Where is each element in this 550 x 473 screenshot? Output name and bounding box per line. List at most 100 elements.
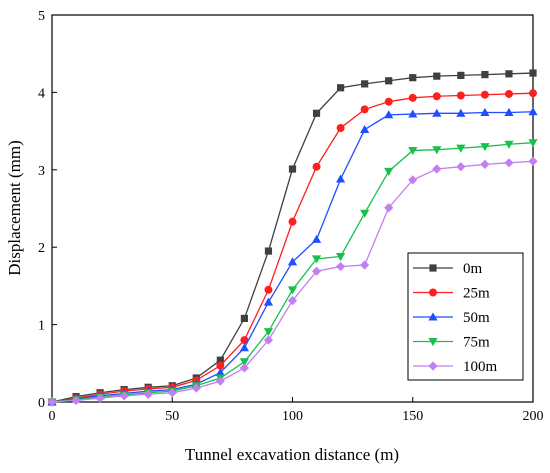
legend-marker: [428, 338, 438, 347]
data-point: [432, 164, 442, 174]
legend: 0m 25m 50m 75m 100m: [407, 252, 524, 381]
data-point: [311, 234, 322, 243]
data-point: [191, 383, 201, 393]
data-point: [432, 146, 442, 155]
legend-marker: [428, 361, 438, 371]
legend-marker: [429, 288, 437, 297]
data-point: [529, 89, 537, 98]
legend-item: 100m: [413, 359, 498, 375]
data-point: [264, 247, 273, 255]
x-tick-label: 150: [402, 409, 423, 424]
data-point: [240, 314, 248, 323]
data-point: [167, 388, 177, 398]
legend-label: 75m: [463, 335, 490, 351]
data-point: [287, 296, 298, 306]
data-point: [528, 156, 538, 166]
data-point: [263, 297, 274, 306]
data-point: [239, 358, 249, 367]
data-point: [384, 167, 394, 176]
data-point: [312, 162, 321, 171]
data-point: [408, 109, 418, 118]
data-point: [408, 147, 418, 156]
data-point: [408, 93, 417, 102]
data-point: [336, 124, 345, 133]
data-point: [456, 162, 466, 172]
legend-marker: [428, 312, 438, 321]
y-tick-label: 4: [38, 86, 45, 101]
data-point: [264, 285, 273, 294]
data-point: [504, 107, 514, 116]
data-point: [480, 159, 490, 169]
data-point: [457, 71, 465, 79]
data-point: [336, 174, 346, 183]
legend-item: 25m: [413, 286, 490, 302]
data-point: [216, 361, 225, 370]
data-point: [287, 257, 298, 266]
data-point: [433, 72, 441, 80]
data-point: [480, 143, 490, 152]
legend-label: 25m: [463, 286, 490, 302]
data-point: [528, 107, 538, 116]
data-point: [409, 74, 417, 82]
data-point: [384, 203, 394, 213]
data-point: [311, 266, 322, 276]
legend-label: 0m: [463, 261, 483, 277]
data-point: [432, 108, 442, 117]
y-tick-label: 5: [38, 9, 45, 24]
x-tick-label: 50: [165, 409, 179, 424]
data-point: [263, 328, 274, 337]
data-point: [47, 397, 57, 407]
data-point: [288, 165, 297, 173]
data-point: [215, 376, 225, 386]
data-point: [384, 110, 394, 119]
data-point: [336, 253, 346, 262]
legend-item: 75m: [413, 335, 490, 351]
data-point: [216, 356, 224, 364]
data-point: [432, 92, 441, 101]
data-point: [480, 107, 490, 116]
data-point: [528, 139, 538, 148]
legend-marker: [429, 264, 437, 272]
data-point: [384, 97, 393, 106]
y-tick-label: 1: [38, 319, 45, 334]
x-tick-label: 100: [282, 409, 303, 424]
data-point: [408, 175, 418, 185]
data-point: [504, 140, 514, 149]
series-100m: [47, 156, 538, 407]
data-point: [529, 69, 537, 77]
legend-item: 0m: [413, 261, 483, 277]
data-point: [143, 389, 153, 399]
data-point: [505, 70, 513, 78]
data-point: [312, 109, 321, 117]
data-point: [288, 217, 297, 226]
data-point: [360, 124, 370, 134]
legend-label: 100m: [463, 359, 498, 375]
data-point: [456, 144, 466, 153]
data-point: [360, 209, 370, 218]
data-point: [119, 391, 129, 401]
data-point: [360, 260, 370, 270]
data-point: [481, 70, 489, 79]
data-point: [456, 108, 466, 117]
y-tick-label: 2: [38, 241, 45, 256]
data-point: [215, 367, 225, 377]
y-tick-label: 0: [38, 396, 45, 411]
data-point: [239, 343, 249, 352]
data-point: [360, 105, 369, 114]
data-point: [71, 395, 81, 406]
data-point: [385, 77, 393, 85]
y-axis-title: Displacement (mm): [5, 140, 24, 276]
axis-ticks: 0 50 100 150 200 0 1 2 3 4 5: [38, 9, 544, 424]
data-point: [456, 91, 465, 100]
data-point: [240, 336, 249, 345]
data-point: [480, 90, 489, 99]
data-point: [287, 286, 298, 295]
x-tick-label: 200: [523, 409, 544, 424]
legend-item: 50m: [413, 310, 490, 326]
y-tick-label: 3: [38, 164, 45, 179]
series-layer: [47, 69, 538, 407]
data-point: [239, 363, 249, 373]
data-point: [337, 84, 345, 92]
